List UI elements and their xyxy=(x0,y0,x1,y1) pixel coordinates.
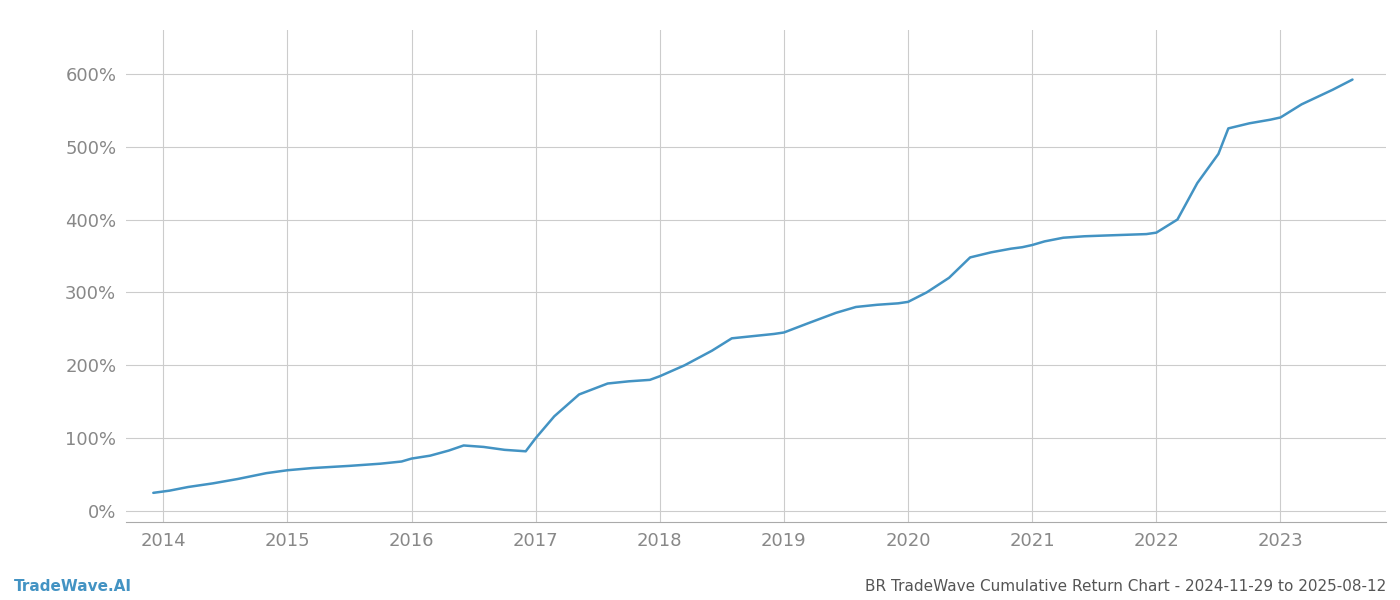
Text: TradeWave.AI: TradeWave.AI xyxy=(14,579,132,594)
Text: BR TradeWave Cumulative Return Chart - 2024-11-29 to 2025-08-12: BR TradeWave Cumulative Return Chart - 2… xyxy=(865,579,1386,594)
